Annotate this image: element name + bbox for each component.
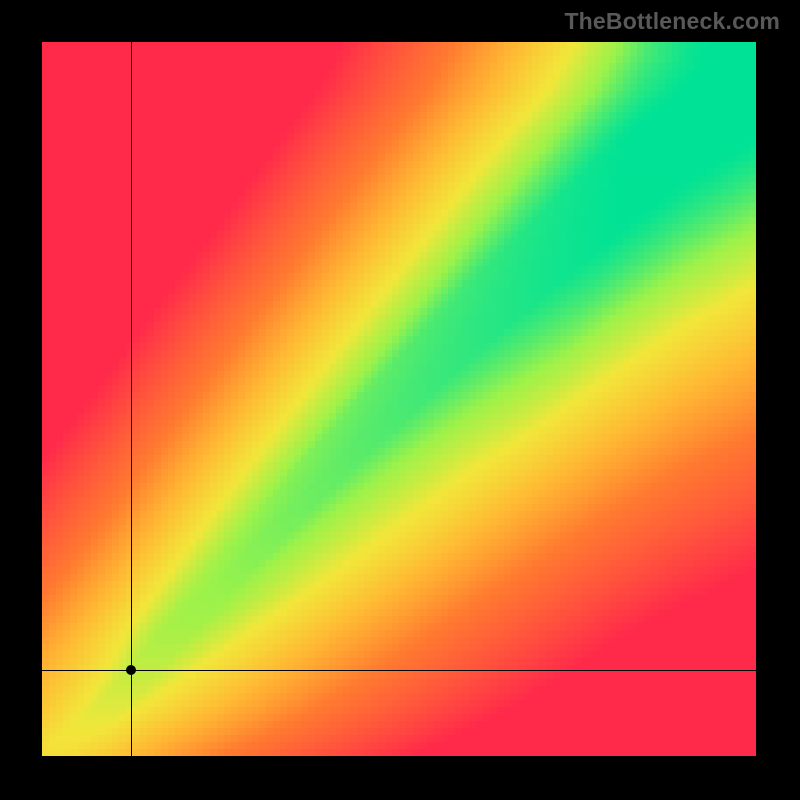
- heatmap-canvas: [42, 42, 756, 756]
- crosshair-vertical: [131, 42, 132, 756]
- crosshair-marker: [126, 665, 136, 675]
- crosshair-horizontal: [42, 670, 756, 671]
- heatmap-plot: [42, 42, 756, 756]
- watermark: TheBottleneck.com: [564, 8, 780, 35]
